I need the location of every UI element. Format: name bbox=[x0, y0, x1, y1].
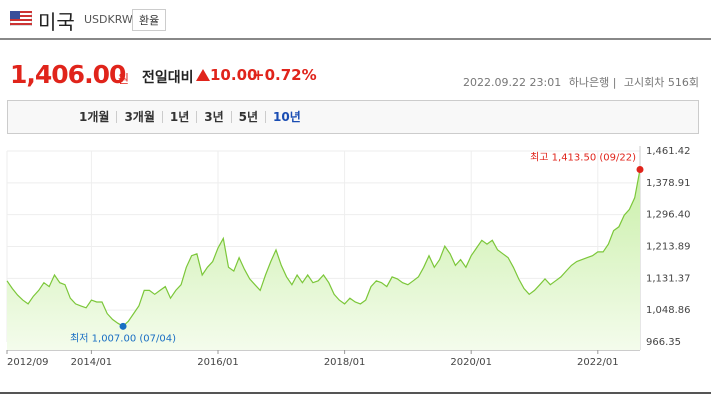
divider bbox=[0, 392, 711, 394]
x-tick-label: 2018/01 bbox=[324, 357, 366, 368]
y-tick-label: 1,048.86 bbox=[646, 305, 691, 316]
period-tabs: 1개월 3개월 1년 3년 5년 10년 bbox=[7, 100, 699, 134]
period-tab[interactable]: 1년 bbox=[161, 111, 196, 123]
low-label: 최저 1,007.00 (07/04) bbox=[70, 332, 176, 344]
x-tick-label: 2014/01 bbox=[71, 357, 113, 368]
divider bbox=[0, 38, 711, 40]
y-tick-label: 1,131.37 bbox=[646, 273, 691, 284]
change: 10.00 bbox=[196, 66, 257, 84]
high-label: 최고 1,413.50 (09/22) bbox=[530, 151, 636, 163]
change-value: 10.00 bbox=[210, 66, 258, 84]
title: 미국 bbox=[38, 10, 75, 34]
rate-button[interactable]: 환율 bbox=[132, 9, 167, 31]
x-tick-label: 2012/09 bbox=[7, 357, 49, 368]
line bbox=[6, 169, 641, 328]
meta: 2022.09.22 23:01 하나은행 | 고시회차 516회 bbox=[463, 76, 699, 89]
datetime: 2022.09.22 23:01 bbox=[463, 76, 562, 89]
y-tick-label: 1,378.91 bbox=[646, 178, 691, 189]
period-tab[interactable]: 3개월 bbox=[116, 111, 161, 123]
y-tick-label: 1,296.40 bbox=[646, 210, 691, 221]
change-percent: +0.72% bbox=[252, 66, 317, 84]
unit: 원 bbox=[118, 72, 130, 86]
period-tab[interactable]: 1개월 bbox=[79, 110, 110, 124]
x-tick-label: 2020/01 bbox=[450, 357, 492, 368]
chart: 966.35 1,048.86 1,131.37 1,213.89 1,296.40 1,… bbox=[6, 146, 691, 368]
y-tick-label: 1,461.42 bbox=[646, 146, 691, 157]
code: USDKRW bbox=[84, 13, 133, 26]
period-tab[interactable]: 3년 bbox=[196, 111, 230, 123]
low-point bbox=[119, 322, 127, 330]
up-arrow bbox=[196, 69, 210, 81]
high-point bbox=[636, 165, 644, 173]
y-tick-label: 966.35 bbox=[646, 337, 681, 348]
x-tick-label: 2022/01 bbox=[577, 357, 619, 368]
y-tick-label: 1,213.89 bbox=[646, 241, 691, 252]
change-label: 전일대비 bbox=[142, 70, 194, 86]
area bbox=[7, 169, 640, 350]
period-tab[interactable]: 10년 bbox=[265, 111, 308, 123]
price: 1,406.00 bbox=[10, 60, 126, 89]
round: 고시회차 516회 bbox=[623, 76, 699, 89]
us-flag bbox=[10, 11, 32, 26]
x-tick-label: 2016/01 bbox=[197, 357, 239, 368]
period-tab[interactable]: 5년 bbox=[230, 111, 265, 123]
bank: 하나은행 bbox=[568, 76, 610, 89]
